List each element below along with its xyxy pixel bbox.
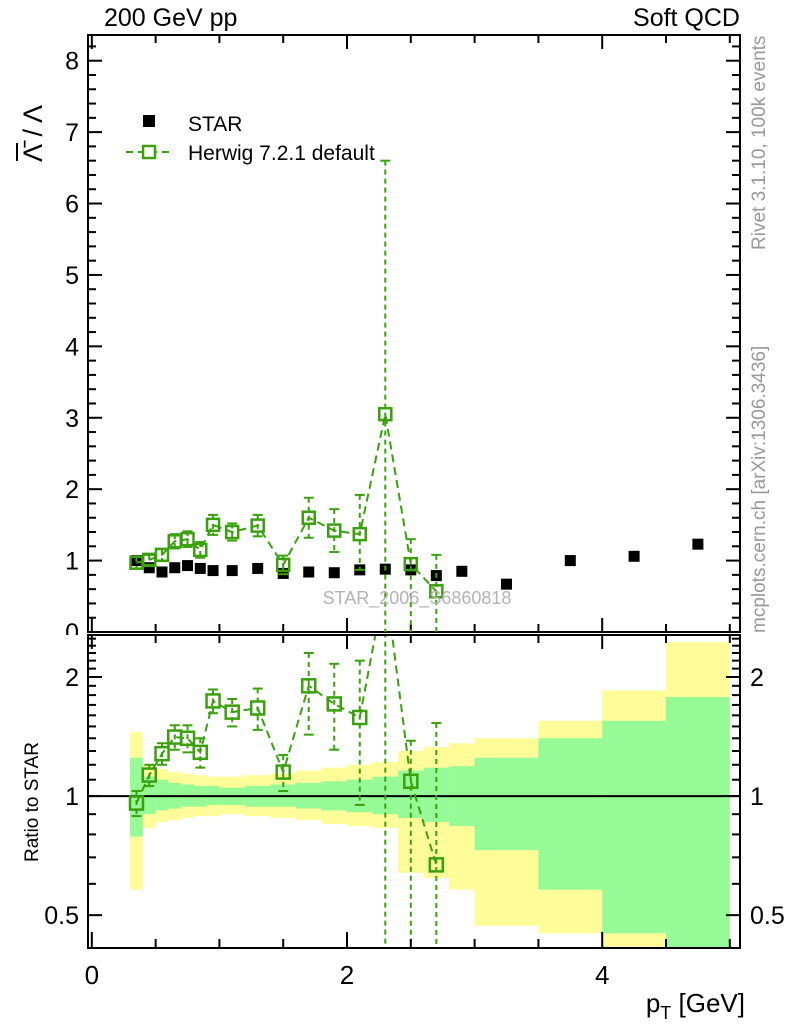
main-y-tick-label: 2 bbox=[65, 476, 79, 504]
main-y-tick-label: 4 bbox=[65, 333, 79, 361]
legend-herwig-label: Herwig 7.2.1 default bbox=[188, 142, 375, 165]
herwig-data-point bbox=[275, 557, 291, 573]
svg-text:mcplots.cern.ch [arXiv:1306.34: mcplots.cern.ch [arXiv:1306.3436] bbox=[749, 346, 770, 633]
main-panel-frame bbox=[87, 34, 741, 633]
ratio-panel: 0.5 0.5 1 1 2 2 bbox=[44, 634, 785, 949]
x-tick-label: 2 bbox=[340, 960, 354, 990]
ratio-data-point bbox=[326, 696, 343, 712]
ratio-y-tick-label-right: 1 bbox=[750, 783, 764, 811]
star-data-point bbox=[628, 550, 640, 562]
ratio-data-point bbox=[403, 773, 419, 790]
ratio-y-tick-label-left: 1 bbox=[65, 783, 79, 811]
herwig-data-point bbox=[378, 406, 393, 422]
star-data-point bbox=[252, 562, 264, 574]
x-tick-label: 4 bbox=[595, 960, 609, 990]
ratio-data-point bbox=[179, 730, 196, 747]
herwig-data-point bbox=[429, 584, 444, 599]
main-y-tick-label: 3 bbox=[65, 405, 79, 433]
ratio-herwig-line bbox=[135, 635, 438, 866]
page-title-right: Soft QCD bbox=[633, 4, 740, 32]
svg-text:Λ̄ / Λ: Λ̄ / Λ bbox=[18, 105, 48, 162]
star-data-point bbox=[169, 562, 181, 574]
legend: STAR Herwig 7.2.1 default bbox=[126, 113, 375, 165]
legend-star-marker bbox=[143, 115, 155, 127]
main-series-area bbox=[129, 159, 704, 632]
herwig-data-point bbox=[205, 517, 221, 533]
mcplots-arxiv-note: mcplots.cern.ch [arXiv:1306.3436] bbox=[749, 346, 770, 633]
herwig-data-point bbox=[327, 523, 342, 538]
band-green-bin bbox=[423, 767, 450, 822]
x-axis-labels: 0 2 4 pT [GeV] bbox=[85, 960, 745, 1023]
main-y-tick-label: 5 bbox=[65, 262, 79, 290]
svg-text:Ratio to STAR: Ratio to STAR bbox=[22, 742, 43, 862]
ratio-data-point bbox=[224, 704, 240, 720]
ratio-data-point bbox=[275, 764, 291, 780]
ratio-y-tick-label-right: 2 bbox=[750, 664, 764, 692]
ratio-data-point bbox=[300, 678, 317, 694]
band-green-bin bbox=[155, 779, 169, 811]
ratio-panel-frame bbox=[87, 634, 741, 949]
herwig-data-point bbox=[250, 518, 265, 533]
herwig-data-point bbox=[154, 547, 170, 563]
legend-herwig-marker bbox=[141, 144, 157, 160]
band-green-bin bbox=[602, 720, 666, 934]
main-y-tick-label: 7 bbox=[65, 119, 79, 147]
x-axis-title: pT [GeV] bbox=[646, 988, 745, 1023]
rivet-version-note: Rivet 3.1.10, 100k events bbox=[749, 36, 770, 250]
herwig-data-point bbox=[193, 542, 208, 558]
star-data-point bbox=[456, 565, 468, 577]
ratio-data-point bbox=[249, 700, 266, 716]
x-tick-label: 0 bbox=[85, 960, 99, 990]
band-green-bin bbox=[538, 738, 603, 890]
star-data-point bbox=[226, 565, 238, 577]
star-data-point bbox=[692, 538, 704, 550]
herwig-data-point bbox=[180, 531, 195, 547]
herwig-data-point bbox=[224, 524, 240, 540]
uncertainty-bands bbox=[88, 642, 740, 948]
main-axis-ticks bbox=[88, 35, 740, 632]
band-green-bin bbox=[665, 697, 730, 948]
ratio-data-point bbox=[128, 795, 145, 811]
ratio-y-axis-title: Ratio to STAR bbox=[22, 742, 43, 862]
main-y-tick-label: 1 bbox=[65, 548, 79, 576]
ratio-data-point bbox=[428, 857, 445, 873]
main-y-axis-title: Λ̄ / Λ bbox=[16, 105, 48, 162]
watermark-analysis-id: STAR_2006_S6860818 bbox=[323, 588, 512, 609]
star-data-point bbox=[143, 562, 155, 574]
herwig-data-point bbox=[352, 526, 368, 542]
ratio-data-point bbox=[192, 744, 209, 761]
herwig-line bbox=[136, 413, 438, 592]
herwig-data-point bbox=[403, 556, 419, 572]
main-y-tick-label: 8 bbox=[65, 48, 79, 76]
svg-text:Rivet 3.1.10, 100k events: Rivet 3.1.10, 100k events bbox=[749, 36, 770, 250]
ratio-axis-ticks bbox=[88, 635, 740, 948]
star-data-point bbox=[207, 565, 219, 577]
star-data-point bbox=[501, 578, 513, 590]
star-data-point bbox=[182, 560, 194, 572]
herwig-series bbox=[129, 159, 444, 632]
star-data-point bbox=[564, 555, 576, 567]
star-data-point bbox=[303, 566, 315, 578]
legend-star-label: STAR bbox=[188, 113, 242, 136]
ratio-y-tick-labels: 0.5 0.5 1 1 2 2 bbox=[44, 664, 785, 930]
star-data-point bbox=[328, 567, 340, 579]
main-y-tick-label: 6 bbox=[65, 191, 79, 219]
band-green-bin bbox=[474, 757, 539, 851]
ratio-data-point bbox=[352, 709, 368, 726]
ratio-data-point bbox=[154, 745, 170, 762]
herwig-data-point bbox=[301, 510, 316, 525]
ratio-y-tick-label-left: 0.5 bbox=[44, 902, 79, 930]
ratio-data-point bbox=[141, 767, 157, 783]
star-data-point bbox=[194, 562, 206, 574]
ratio-y-tick-label-right: 0.5 bbox=[750, 902, 785, 930]
ratio-y-tick-label-left: 2 bbox=[65, 664, 79, 692]
page-title-left: 200 GeV pp bbox=[104, 4, 237, 32]
star-data-point bbox=[156, 566, 168, 578]
ratio-data-point bbox=[205, 693, 221, 709]
